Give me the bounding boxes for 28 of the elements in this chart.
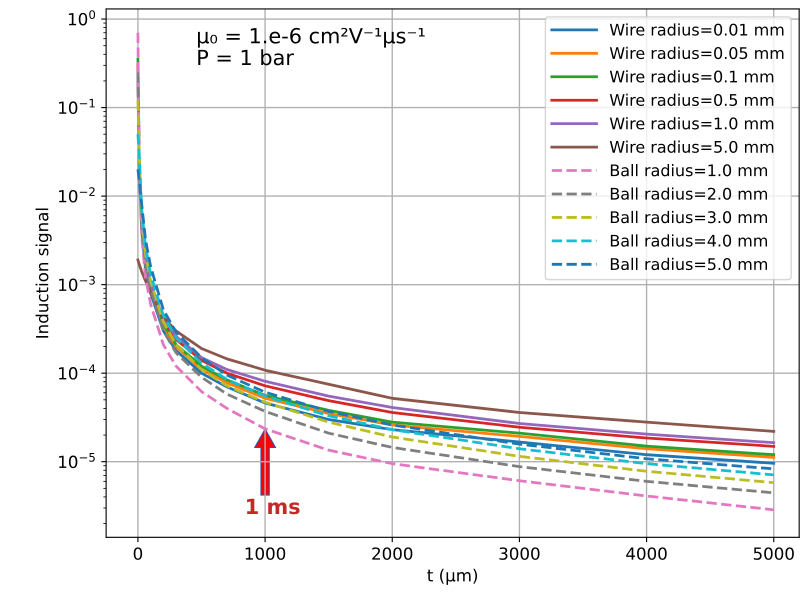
legend-label: Ball radius=1.0 mm bbox=[610, 164, 767, 176]
y-tick-label: 10$^{0}$ bbox=[68, 10, 96, 26]
legend-label: Wire radius=0.5 mm bbox=[610, 94, 774, 106]
y-tick-label: 10$^{−2}$ bbox=[59, 187, 95, 203]
annotation: μ₀ = 1.e-6 cm²V⁻¹μs⁻¹ P = 1 bar bbox=[198, 28, 425, 66]
legend-label: Wire radius=1.0 mm bbox=[610, 117, 774, 130]
legend-label: Wire radius=0.01 mm bbox=[610, 23, 784, 36]
y-tick-label: 10$^{−1}$ bbox=[59, 98, 95, 114]
annotation: 1 ms bbox=[247, 498, 300, 514]
x-tick-label: 3000 bbox=[499, 547, 540, 560]
x-tick-label: 2000 bbox=[372, 547, 412, 560]
y-tick-label: 10$^{−5}$ bbox=[59, 453, 95, 468]
legend-label: Wire radius=0.1 mm bbox=[610, 70, 774, 83]
y-tick-label: 10$^{−4}$ bbox=[59, 364, 96, 380]
legend-label: Ball radius=5.0 mm bbox=[610, 258, 767, 270]
legend-label: Ball radius=4.0 mm bbox=[610, 234, 767, 247]
x-axis-title: t (μm) bbox=[427, 568, 478, 585]
y-axis-title: Induction signal bbox=[36, 208, 52, 338]
legend-label: Wire radius=5.0 mm bbox=[610, 140, 774, 153]
legend-label: Wire radius=0.05 mm bbox=[610, 46, 784, 60]
x-tick-label: 0 bbox=[134, 547, 142, 560]
x-tick-label: 1000 bbox=[246, 547, 286, 560]
x-tick-label: 4000 bbox=[626, 547, 667, 560]
y-tick-label: 10$^{−3}$ bbox=[59, 276, 95, 292]
legend-label: Ball radius=2.0 mm bbox=[610, 187, 767, 200]
x-tick-label: 5000 bbox=[754, 547, 794, 560]
line-series bbox=[136, 258, 776, 433]
legend-label: Ball radius=3.0 mm bbox=[610, 210, 767, 224]
